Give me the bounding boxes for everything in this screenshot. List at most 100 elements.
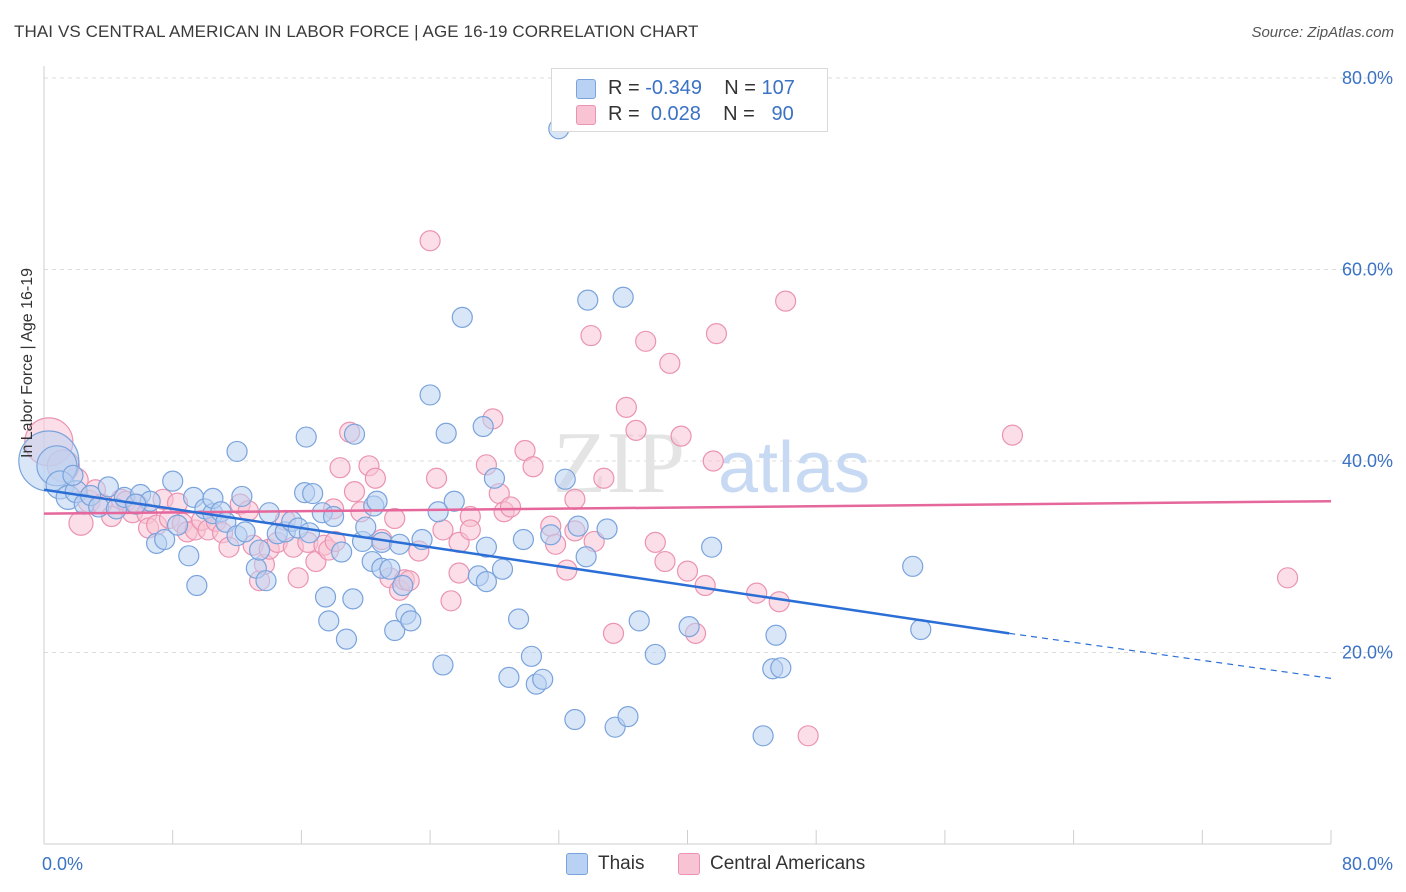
thais-point-82	[532, 668, 554, 690]
thais-point-70	[451, 306, 473, 328]
central-americans-point-50	[384, 507, 406, 530]
thais-point-88	[575, 546, 597, 568]
thais-point-46	[322, 505, 345, 528]
thais-point-48	[335, 628, 358, 650]
central-americans-point-89	[797, 725, 819, 747]
legend-n-label: N =	[724, 77, 756, 99]
trend-lines	[43, 488, 1332, 679]
thais-point-103	[910, 618, 932, 641]
y-tick-label-1: 40.0%	[1342, 451, 1393, 471]
thais-point-40	[298, 522, 321, 544]
thais-point-93	[617, 706, 639, 728]
central-americans-point-67	[522, 456, 544, 478]
thais-point-78	[507, 608, 530, 630]
thais-point-68	[435, 422, 457, 444]
thais-point-30	[234, 521, 256, 543]
watermark: ZIP atlas	[553, 415, 870, 512]
thais-point-69	[443, 490, 465, 512]
chart-title: THAI VS CENTRAL AMERICAN IN LABOR FORCE …	[14, 22, 699, 41]
tick-labels: 20.0% 40.0% 60.0% 80.0% 0.0% 80.0%	[42, 68, 1393, 874]
legend-r-label: R =	[608, 77, 640, 99]
thais-point-52	[355, 516, 377, 538]
thais-point-47	[331, 541, 353, 563]
central-americans-point-87	[775, 290, 797, 312]
central-americans-point-86	[705, 323, 728, 345]
thais-point-90	[596, 518, 618, 540]
central-americans-point-35	[287, 567, 309, 589]
thais-point-102	[902, 555, 924, 577]
legend-n-value-central-americans: 90	[771, 103, 794, 125]
thais-point-83	[540, 524, 562, 546]
thais-point-75	[483, 467, 506, 489]
grid-lines	[44, 77, 1392, 653]
y-axis-label: In Labor Force | Age 16-19	[19, 267, 36, 458]
central-americans-point-94	[448, 562, 470, 584]
thais-point-21	[186, 574, 208, 597]
watermark-atlas: atlas	[718, 428, 870, 508]
y-tick-label-2: 60.0%	[1342, 260, 1393, 280]
central-americans-point-55	[419, 230, 441, 252]
thais-point-66	[427, 501, 449, 523]
central-americans-point-42	[329, 457, 351, 479]
thais-point-45	[318, 610, 340, 632]
thais-point-96	[678, 616, 700, 638]
legend-r-value-thais: -0.349	[645, 77, 702, 99]
central-americans-point-72	[580, 324, 602, 347]
central-americans-point-79	[654, 550, 676, 573]
trend-line-central-americans	[43, 499, 1332, 515]
thais-point-86	[564, 708, 586, 731]
central-americans-point-75	[615, 396, 637, 418]
legend-swatch-thais	[566, 853, 588, 875]
legend-swatch-central-americans	[678, 853, 700, 875]
thais-point-42	[295, 426, 317, 448]
legend-swatch-central-americans	[576, 105, 596, 125]
thais-point-95	[644, 643, 666, 666]
y-tick-label-3: 80.0%	[1342, 68, 1393, 88]
thais-point-58	[379, 558, 401, 580]
thais-point-18	[166, 514, 189, 536]
legend-label-thais: Thais	[598, 853, 645, 874]
thais-point-94	[628, 610, 650, 632]
thais-point-73	[475, 536, 498, 558]
thais-point-76	[491, 558, 514, 580]
legend-n-label: N =	[723, 103, 755, 125]
central-americans-point-95	[459, 519, 481, 541]
central-americans-point-70	[556, 559, 578, 581]
central-americans-point-56	[425, 467, 448, 489]
y-tick-label-0: 20.0%	[1342, 643, 1393, 663]
thais-point-97	[701, 536, 723, 558]
x-tick-label-0: 0.0%	[42, 854, 83, 874]
central-americans-point-78	[644, 531, 666, 553]
central-americans-point-47	[364, 467, 387, 489]
thais-point-33	[255, 570, 277, 592]
legend-r-value-central-americans: 0.028	[650, 103, 701, 125]
legend-n-value-thais: 107	[761, 77, 795, 99]
central-americans-point-85	[702, 450, 724, 472]
thais-point-28	[226, 440, 248, 463]
central-americans-point-65	[499, 496, 522, 518]
central-americans-point-82	[676, 560, 699, 582]
central-americans-point-76	[625, 419, 647, 441]
thais-point-32	[248, 539, 271, 561]
central-americans-point-84	[694, 574, 716, 597]
central-americans-point-77	[635, 330, 657, 352]
legend-swatch-thais	[576, 79, 596, 99]
thais-point-61	[392, 574, 414, 597]
central-americans-point-88	[768, 591, 790, 613]
thais-point-89	[577, 289, 599, 311]
central-americans-point-81	[670, 425, 692, 447]
thais-point-67	[432, 654, 454, 676]
thais-point-44	[314, 586, 337, 608]
thais-point-79	[512, 528, 535, 551]
thais-point-49	[342, 588, 364, 610]
thais-point-80	[520, 645, 543, 667]
central-americans-point-90	[1001, 424, 1024, 446]
thais-point-19	[178, 545, 200, 567]
thais-point-98	[752, 725, 774, 747]
thais-point-29	[231, 485, 253, 508]
legend-label-central-americans: Central Americans	[710, 853, 866, 874]
thais-point-16	[154, 528, 176, 551]
thais-point-65	[419, 384, 441, 406]
thais-point-9	[97, 476, 119, 498]
thais-point-72	[472, 415, 494, 438]
